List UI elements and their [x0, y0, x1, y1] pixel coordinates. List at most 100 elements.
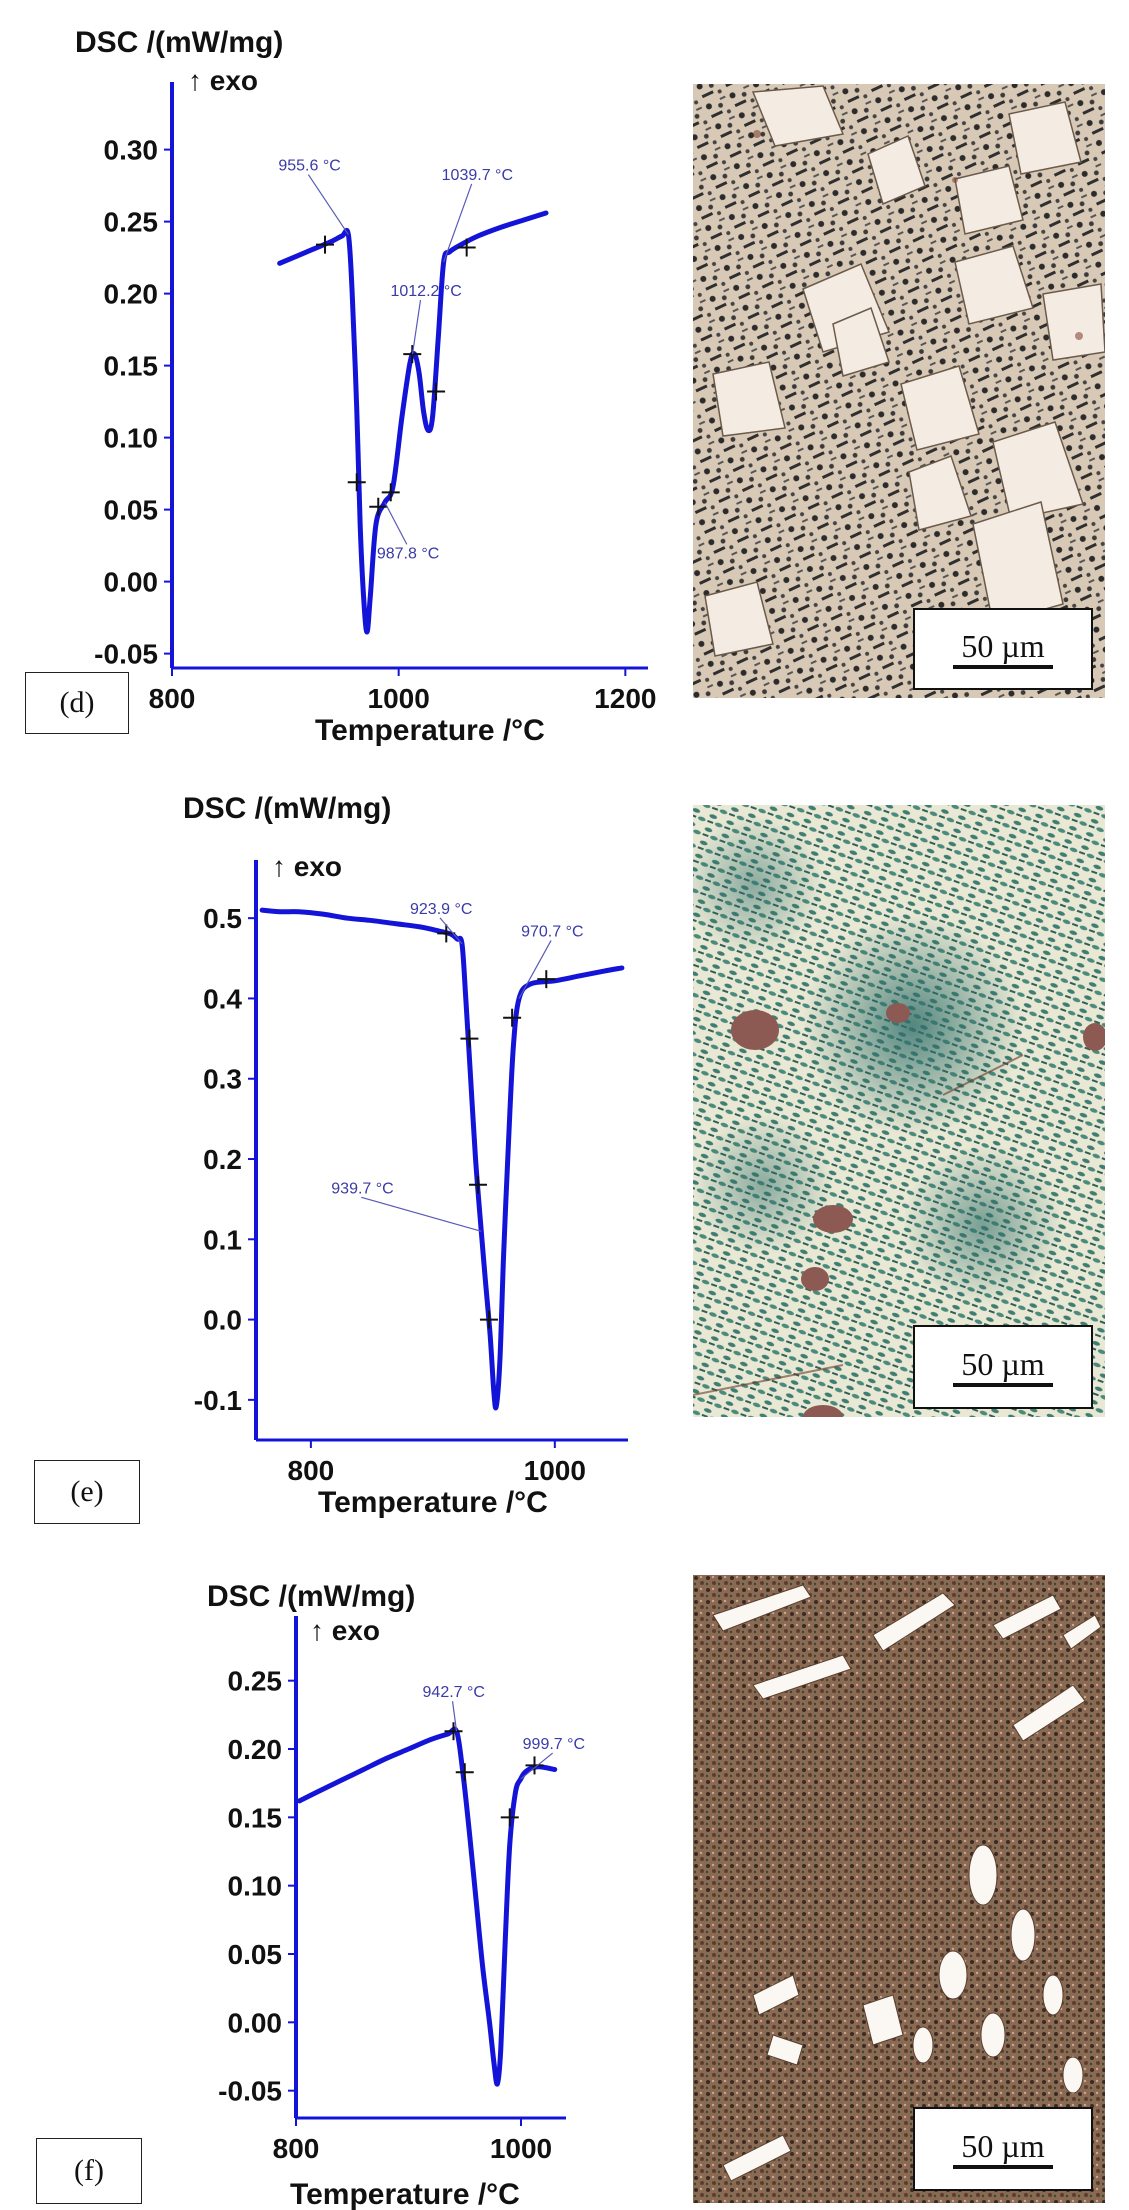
micrograph-e-image	[693, 805, 1105, 1417]
exo-label: ↑ exo	[272, 851, 342, 882]
cross-marker	[347, 473, 366, 492]
cross-marker	[369, 497, 388, 516]
cross-marker	[537, 970, 556, 989]
temperature-annotation: 1012.2 °C	[390, 283, 461, 300]
annotation-leader	[361, 1196, 482, 1232]
micrograph-f-image	[693, 1575, 1105, 2203]
y-tick-label: 0.1	[203, 1224, 242, 1255]
cross-marker	[444, 1722, 463, 1741]
x-tick-label: 1200	[594, 683, 656, 714]
temperature-annotation: 1039.7 °C	[442, 167, 513, 184]
annotation-leader	[451, 1701, 458, 1732]
scale-bar-line	[953, 2164, 1053, 2169]
micrograph-d: 50 µm	[693, 84, 1105, 698]
x-tick-label: 1000	[490, 2133, 552, 2164]
micrograph-e: 50 µm	[693, 805, 1105, 1417]
y-tick-label: 0.10	[228, 1871, 283, 1902]
cross-marker	[468, 1175, 487, 1194]
scale-bar: 50 µm	[913, 1325, 1093, 1409]
exo-label: ↑ exo	[188, 65, 258, 96]
dsc-chart-d: DSC /(mW/mg) ↑ exo Temperature /°C 0.30 0…	[75, 26, 656, 747]
scale-bar-line	[953, 1382, 1053, 1387]
y-tick-label: 0.3	[203, 1064, 242, 1095]
panel-letter: (e)	[34, 1460, 140, 1524]
y-axis-label: DSC /(mW/mg)	[207, 1580, 415, 1613]
panel-f: DSC /(mW/mg) ↑ exo Temperature /°C 0.25 0…	[0, 1560, 1129, 2210]
y-tick-label: 0.05	[228, 1939, 283, 1970]
x-axis-label: Temperature /°C	[290, 2178, 520, 2210]
annotation-leader	[411, 299, 422, 355]
scale-bar: 50 µm	[913, 2107, 1093, 2191]
y-tick-label: 0.15	[104, 351, 159, 382]
dsc-curve	[259, 907, 625, 1411]
y-axis-label: DSC /(mW/mg)	[183, 792, 391, 825]
panel-letter: (f)	[36, 2138, 142, 2204]
temperature-annotation: 999.7 °C	[523, 1736, 585, 1753]
y-tick-label: -0.05	[218, 2076, 282, 2107]
temperature-annotation: 939.7 °C	[331, 1180, 393, 1197]
y-tick-label: 0.00	[104, 567, 159, 598]
y-tick-label: 0.30	[104, 135, 159, 166]
y-tick-label: 0.05	[104, 495, 159, 526]
y-tick-label: -0.05	[94, 639, 158, 670]
y-tick-label: 0.00	[228, 2007, 283, 2038]
annotation-leader	[520, 1752, 554, 1780]
cross-marker	[500, 1808, 519, 1827]
cross-marker	[427, 382, 446, 401]
dsc-curve	[277, 210, 549, 635]
y-axis-label: DSC /(mW/mg)	[75, 26, 283, 59]
annotation-leader	[384, 502, 408, 545]
y-tick-label: 0.10	[104, 423, 159, 454]
annotation-leader	[443, 183, 473, 263]
exo-label: ↑ exo	[310, 1615, 380, 1646]
y-tick-label: -0.1	[194, 1385, 242, 1416]
y-tick-label: 0.0	[203, 1305, 242, 1336]
x-tick-label: 800	[273, 2133, 320, 2164]
scale-bar-label: 50 µm	[961, 2127, 1045, 2164]
y-tick-label: 0.25	[104, 207, 159, 238]
scale-bar: 50 µm	[913, 608, 1093, 690]
y-tick-label: 0.20	[104, 279, 159, 310]
x-axis-label: Temperature /°C	[315, 714, 545, 747]
panel-e: DSC /(mW/mg) ↑ exo Temperature /°C 0.5 0.…	[0, 770, 1129, 1560]
y-tick-label: 0.20	[228, 1734, 283, 1765]
x-tick-label: 800	[149, 683, 196, 714]
temperature-annotation: 923.9 °C	[410, 901, 472, 918]
y-tick-label: 0.2	[203, 1144, 242, 1175]
cross-marker	[503, 1008, 522, 1027]
cross-marker	[437, 924, 456, 943]
y-tick-label: 0.4	[203, 983, 242, 1014]
scale-bar-label: 50 µm	[961, 1345, 1045, 1382]
annotation-leader	[439, 917, 463, 945]
cross-marker	[455, 1763, 474, 1782]
micrograph-d-image	[693, 84, 1105, 698]
micrograph-f: 50 µm	[693, 1575, 1105, 2203]
y-tick-label: 0.5	[203, 903, 242, 934]
cross-marker	[525, 1756, 544, 1775]
cross-marker	[316, 235, 334, 254]
x-tick-label: 1000	[368, 683, 430, 714]
scale-bar-line	[953, 664, 1053, 669]
temperature-annotation: 942.7 °C	[423, 1684, 485, 1701]
scale-bar-label: 50 µm	[961, 627, 1045, 664]
panel-d: DSC /(mW/mg) ↑ exo Temperature /°C 0.30 0…	[0, 0, 1129, 747]
cross-marker	[479, 1310, 498, 1329]
temperature-annotation: 955.6 °C	[278, 158, 340, 175]
cross-marker	[457, 238, 476, 257]
temperature-annotation: 970.7 °C	[521, 923, 583, 940]
panel-letter: (d)	[25, 672, 129, 734]
dsc-chart-f: DSC /(mW/mg) ↑ exo Temperature /°C 0.25 0…	[207, 1580, 585, 2210]
annotation-leader	[518, 940, 552, 999]
cross-marker	[381, 483, 400, 502]
dsc-curve	[296, 1726, 558, 2087]
annotation-leader	[307, 174, 349, 235]
x-tick-label: 1000	[524, 1455, 586, 1486]
y-tick-label: 0.15	[228, 1802, 283, 1833]
x-tick-label: 800	[288, 1455, 335, 1486]
x-axis-label: Temperature /°C	[318, 1486, 548, 1519]
dsc-chart-e: DSC /(mW/mg) ↑ exo Temperature /°C 0.5 0.…	[183, 792, 628, 1519]
cross-marker	[460, 1029, 479, 1048]
cross-marker	[403, 345, 422, 364]
temperature-annotation: 987.8 °C	[377, 545, 439, 562]
y-tick-label: 0.25	[228, 1666, 283, 1697]
